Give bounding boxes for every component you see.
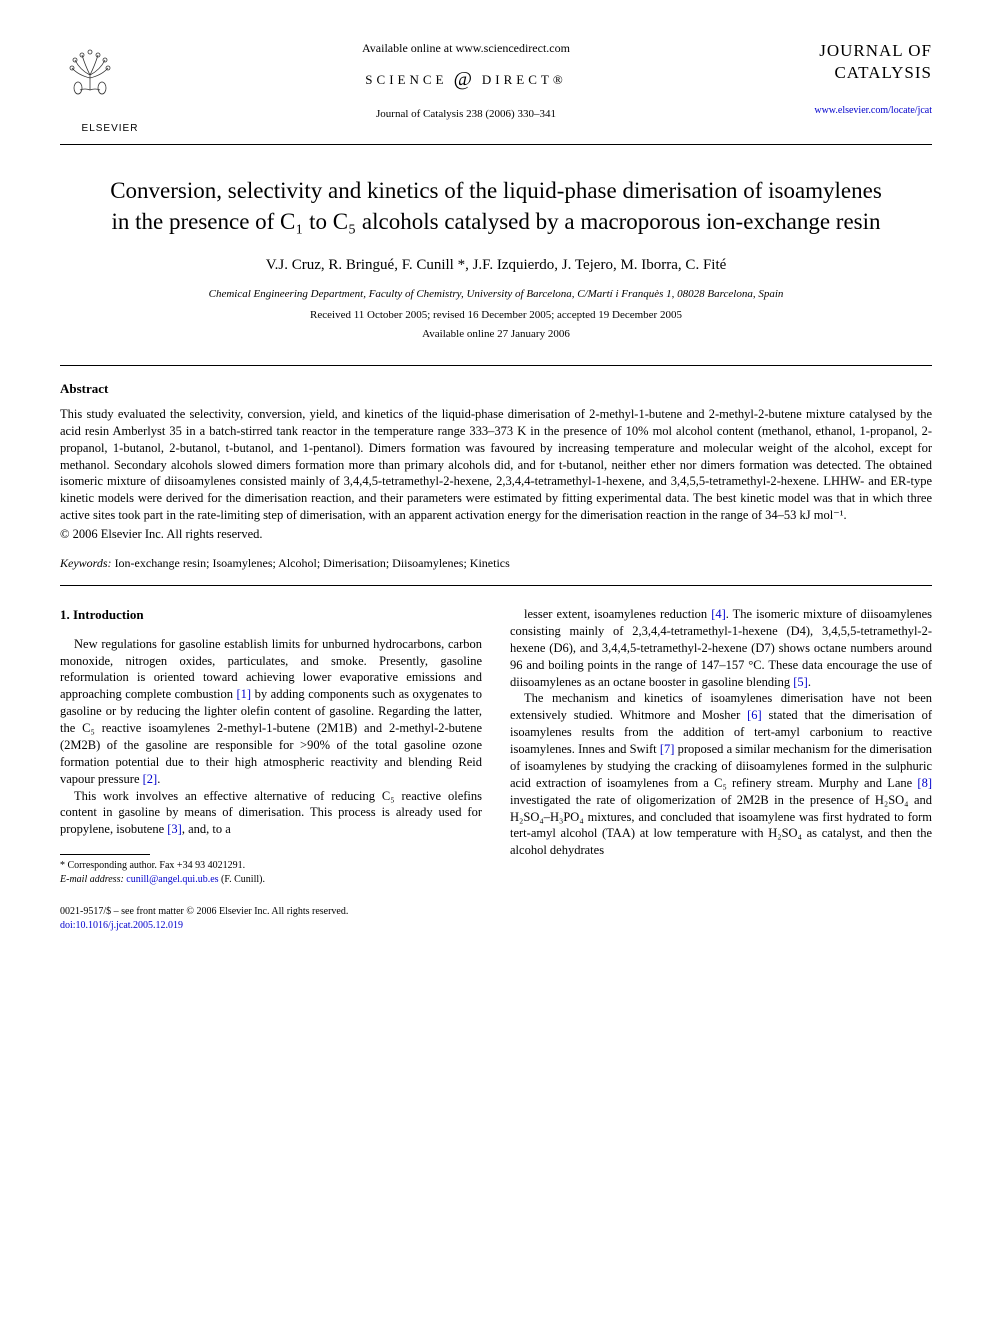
page-header: ELSEVIER Available online at www.science… <box>60 40 932 145</box>
science-direct-logo: SCIENCE @ DIRECT® <box>365 66 566 93</box>
footnote-corresponding: * Corresponding author. Fax +34 93 40212… <box>60 859 482 873</box>
article-title: Conversion, selectivity and kinetics of … <box>100 175 892 237</box>
author-email-link[interactable]: cunill@angel.qui.ub.es <box>126 874 218 885</box>
publisher-logo-block: ELSEVIER <box>60 40 160 136</box>
doi-link[interactable]: doi:10.1016/j.jcat.2005.12.019 <box>60 920 183 931</box>
intro-paragraph-3: lesser extent, isoamylenes reduction [4]… <box>510 606 932 690</box>
footnote-rule <box>60 854 150 855</box>
elsevier-tree-icon <box>60 40 130 120</box>
page-footer: 0021-9517/$ – see front matter © 2006 El… <box>60 905 932 933</box>
keywords-block: Keywords: Ion-exchange resin; Isoamylene… <box>60 555 932 571</box>
introduction-heading: 1. Introduction <box>60 606 482 624</box>
journal-name-line1: JOURNAL OF <box>819 41 932 60</box>
divider <box>60 365 932 366</box>
journal-reference: Journal of Catalysis 238 (2006) 330–341 <box>180 107 752 122</box>
abstract-copyright: © 2006 Elsevier Inc. All rights reserved… <box>60 526 932 543</box>
header-center: Available online at www.sciencedirect.co… <box>160 40 772 122</box>
sd-swirl-icon: @ <box>453 66 475 93</box>
corresponding-author-footnote: * Corresponding author. Fax +34 93 40212… <box>60 859 482 887</box>
intro-paragraph-1: New regulations for gasoline establish l… <box>60 636 482 788</box>
keywords-label: Keywords: <box>60 556 112 570</box>
abstract-heading: Abstract <box>60 380 932 398</box>
journal-name-line2: CATALYSIS <box>834 63 932 82</box>
journal-url-link[interactable]: www.elsevier.com/locate/jcat <box>772 104 932 118</box>
body-columns: 1. Introduction New regulations for gaso… <box>60 606 932 887</box>
footnote-email-line: E-mail address: cunill@angel.qui.ub.es (… <box>60 873 482 887</box>
right-column: lesser extent, isoamylenes reduction [4]… <box>510 606 932 887</box>
intro-paragraph-2: This work involves an effective alternat… <box>60 788 482 839</box>
available-online-date: Available online 27 January 2006 <box>60 327 932 342</box>
journal-name: JOURNAL OF CATALYSIS <box>772 40 932 84</box>
publisher-name: ELSEVIER <box>60 122 160 136</box>
abstract-text: This study evaluated the selectivity, co… <box>60 406 932 524</box>
intro-paragraph-4: The mechanism and kinetics of isoamylene… <box>510 690 932 859</box>
left-column: 1. Introduction New regulations for gaso… <box>60 606 482 887</box>
keywords-text: Ion-exchange resin; Isoamylenes; Alcohol… <box>115 556 510 570</box>
available-online-text: Available online at www.sciencedirect.co… <box>180 40 752 56</box>
submission-dates: Received 11 October 2005; revised 16 Dec… <box>60 308 932 323</box>
header-right: JOURNAL OF CATALYSIS www.elsevier.com/lo… <box>772 40 932 118</box>
issn-line: 0021-9517/$ – see front matter © 2006 El… <box>60 905 932 919</box>
sd-right: DIRECT® <box>482 71 567 89</box>
sd-left: SCIENCE <box>365 71 447 89</box>
divider <box>60 585 932 586</box>
email-label: E-mail address: <box>60 874 124 885</box>
affiliation: Chemical Engineering Department, Faculty… <box>60 287 932 302</box>
authors-list: V.J. Cruz, R. Bringué, F. Cunill *, J.F.… <box>60 255 932 275</box>
email-suffix: (F. Cunill). <box>221 874 265 885</box>
